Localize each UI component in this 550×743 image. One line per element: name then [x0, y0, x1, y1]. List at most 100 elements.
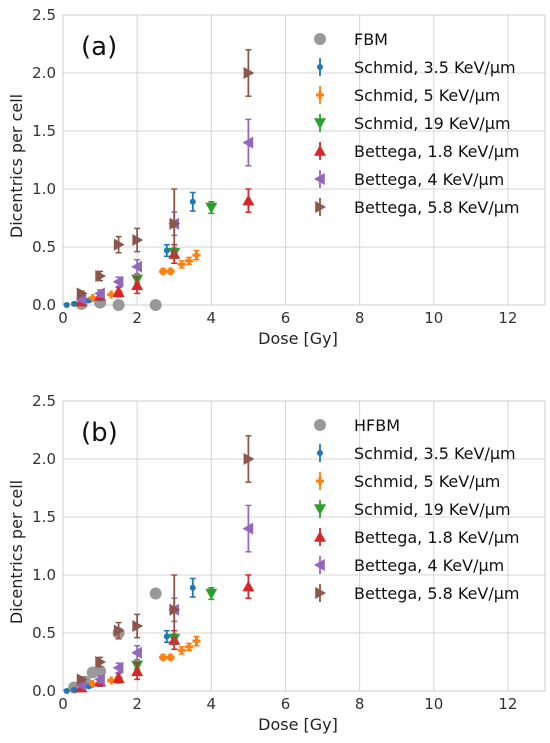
legend-label: Schmid, 3.5 KeV/μm	[354, 444, 516, 463]
data-point	[94, 287, 105, 300]
x-tick-label: 4	[207, 695, 217, 713]
legend-entry: Schmid, 3.5 KeV/μm	[317, 58, 516, 77]
panel-a: 0 2 4 6 8 10 12 0.0 0.5 1.0 1.5 2.0 2.5 Dose [Gy] Dice…	[7, 6, 546, 348]
y-tick-label: 1.5	[32, 508, 56, 526]
data-point	[163, 633, 170, 640]
data-point	[112, 299, 125, 311]
data-point	[177, 646, 186, 655]
data-point	[113, 624, 125, 637]
data-point	[63, 688, 70, 694]
legend-label: Schmid, 3.5 KeV/μm	[354, 58, 516, 77]
data-point	[242, 522, 254, 535]
legend-label: Bettega, 1.8 KeV/μm	[354, 142, 520, 161]
data-point	[76, 673, 88, 686]
y-tick-label: 1.0	[32, 180, 56, 198]
data-point	[112, 275, 124, 288]
legend-entry: HFBM	[314, 416, 400, 435]
data-point	[94, 673, 105, 686]
y-tick-label: 2.5	[32, 6, 56, 24]
data-point	[242, 194, 255, 206]
x-tick-label: 10	[424, 309, 443, 327]
data-point	[131, 665, 144, 677]
data-point	[205, 588, 218, 600]
y-tick-label: 1.5	[32, 122, 56, 140]
data-point	[185, 642, 194, 651]
data-point	[132, 234, 144, 247]
x-axis-label: Dose [Gy]	[258, 715, 338, 734]
legend-entry: Schmid, 3.5 KeV/μm	[317, 444, 516, 463]
x-tick-label: 6	[281, 309, 291, 327]
data-point	[169, 217, 181, 230]
series	[77, 249, 201, 306]
data-point	[95, 270, 107, 282]
x-tick-label: 6	[281, 695, 291, 713]
y-tick-label: 2.0	[32, 64, 56, 82]
x-tick-label: 8	[355, 309, 365, 327]
data-point	[88, 680, 97, 689]
data-point	[95, 656, 107, 668]
data-point	[113, 238, 125, 251]
legend-marker	[317, 64, 323, 70]
x-tick-label: 0	[58, 695, 68, 713]
data-point	[242, 136, 254, 149]
legend: HFBM Schmid, 3.5 KeV/μm Schmid, 5 KeV/μm Sc…	[314, 416, 520, 603]
legend-label: Schmid, 5 KeV/μm	[354, 86, 500, 105]
y-tick-label: 0.0	[32, 296, 56, 314]
legend-entry: Bettega, 5.8 KeV/μm	[315, 584, 520, 603]
legend-label: Schmid, 19 KeV/μm	[354, 500, 511, 519]
y-tick-label: 0.5	[32, 238, 56, 256]
legend-marker	[314, 419, 326, 431]
panel-label: (b)	[81, 418, 118, 448]
data-point	[107, 676, 116, 685]
data-point	[243, 453, 255, 465]
data-point	[131, 646, 142, 659]
data-point	[205, 202, 218, 214]
legend-marker	[314, 531, 326, 542]
data-point	[149, 299, 162, 311]
data-point	[243, 67, 255, 79]
legend-marker	[315, 201, 326, 213]
x-tick-label: 0	[58, 309, 68, 327]
data-point	[169, 603, 181, 616]
data-point	[112, 672, 125, 684]
y-tick-label: 2.5	[32, 392, 56, 410]
legend-label: Bettega, 4 KeV/μm	[354, 556, 504, 575]
legend-entry: Schmid, 5 KeV/μm	[316, 472, 500, 491]
data-point	[63, 302, 70, 308]
legend-entry: Schmid, 19 KeV/μm	[314, 114, 511, 133]
legend-marker	[316, 91, 324, 99]
series	[75, 188, 255, 307]
data-point	[107, 290, 116, 299]
data-point	[242, 580, 255, 592]
legend-marker	[314, 173, 325, 185]
data-point	[192, 251, 201, 260]
legend-entry: Bettega, 4 KeV/μm	[314, 170, 504, 189]
data-point	[131, 279, 144, 291]
legend-marker	[316, 477, 324, 485]
data-point	[185, 256, 194, 265]
legend-entry: Bettega, 1.8 KeV/μm	[314, 142, 520, 161]
legend-entry: Bettega, 1.8 KeV/μm	[314, 528, 520, 547]
legend-marker	[315, 587, 326, 599]
legend-marker	[314, 559, 325, 571]
y-axis-label: Dicentrics per cell	[7, 480, 26, 624]
legend-label: FBM	[354, 30, 388, 49]
data-point	[94, 665, 107, 678]
x-axis-label: Dose [Gy]	[258, 329, 338, 348]
series	[76, 435, 255, 686]
legend-marker	[314, 118, 326, 129]
legend-marker	[314, 145, 326, 156]
data-point	[163, 247, 170, 254]
data-point	[149, 587, 162, 600]
legend-marker	[314, 33, 326, 45]
data-point	[112, 286, 125, 298]
data-point	[88, 294, 97, 303]
data-point	[192, 637, 201, 646]
data-point	[112, 661, 124, 674]
legend-label: Bettega, 5.8 KeV/μm	[354, 584, 520, 603]
y-tick-label: 1.0	[32, 566, 56, 584]
data-point	[166, 267, 175, 276]
legend-marker	[317, 450, 323, 456]
y-axis-label: Dicentrics per cell	[7, 94, 26, 238]
